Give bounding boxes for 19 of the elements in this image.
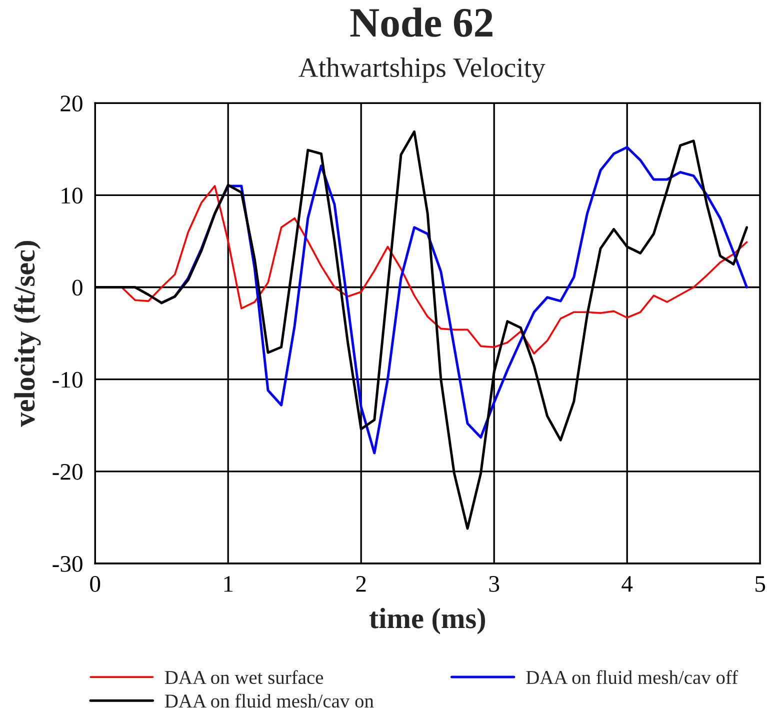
y-axis-title: velocity (ft/sec): [14, 241, 41, 427]
legend-label: DAA on fluid mesh/cav on: [164, 694, 374, 708]
y-tick-label: -10: [52, 372, 82, 388]
chart-title: Node 62: [350, 8, 492, 37]
x-tick-label: 2: [356, 576, 366, 592]
y-tick-label: 20: [60, 96, 82, 112]
legend-label: DAA on fluid mesh/cav off: [526, 670, 738, 684]
x-tick-label: 0: [90, 576, 100, 592]
y-tick-label: 0: [72, 280, 82, 296]
y-tick-label: 10: [62, 188, 82, 204]
x-tick-label: 3: [489, 576, 500, 592]
x-tick-label: 1: [224, 576, 233, 592]
x-tick-label: 5: [756, 576, 766, 592]
legend-label: DAA on wet surface: [164, 670, 324, 684]
chart-subtitle: Athwartships Velocity: [298, 58, 546, 83]
x-tick-label: 4: [622, 576, 633, 592]
x-axis-title: time (ms): [369, 608, 486, 634]
y-tick-label: -30: [52, 556, 82, 572]
y-tick-label: -20: [52, 464, 82, 480]
